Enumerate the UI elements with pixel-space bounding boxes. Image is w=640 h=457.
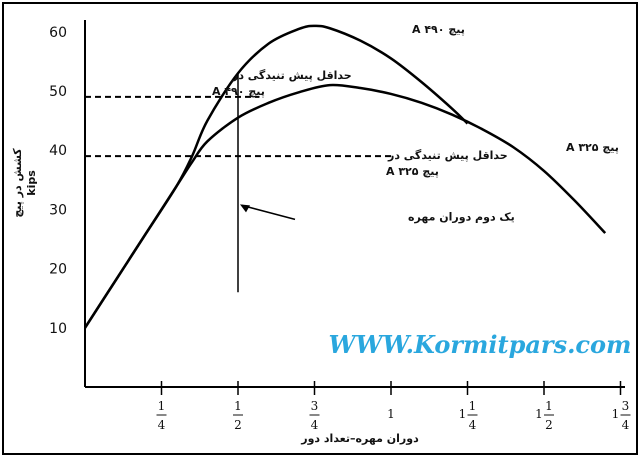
x-tick-numerator: 1 xyxy=(234,399,242,413)
x-tick-denominator: 4 xyxy=(158,418,166,432)
x-tick-numerator: 1 xyxy=(158,399,166,413)
y-tick-label: 50 xyxy=(49,84,67,100)
x-tick-whole: 1 xyxy=(612,407,620,421)
y-tick-label: 60 xyxy=(49,25,67,41)
y-axis-label-line2: kips xyxy=(25,170,38,196)
ref-label-a325-line1: حداقل پیش تنیدگی در xyxy=(387,149,508,162)
curve-a325 xyxy=(83,83,607,329)
curves xyxy=(83,24,607,329)
x-tick-whole: 1 xyxy=(535,407,543,421)
annotations: یک دوم دوران مهره پیچ A ۴۹۰ پیچ A ۳۲۵ حداقل… xyxy=(212,23,619,223)
x-tick-numerator: 3 xyxy=(311,399,319,413)
ref-label-a490-line2: پیچ A ۴۹۰ xyxy=(212,85,265,98)
x-axis-label: دوران مهره–تعداد دور xyxy=(300,432,419,445)
y-tick-label: 40 xyxy=(49,143,67,159)
x-tick-denominator: 2 xyxy=(545,418,553,432)
y-tick-label: 10 xyxy=(49,321,67,337)
y-tick-label: 30 xyxy=(49,202,67,218)
marker-arrowhead xyxy=(240,204,250,213)
x-tick-whole: 1 xyxy=(387,407,395,421)
y-tick-label: 20 xyxy=(49,262,67,278)
ref-label-a490-line1: حداقل پیش تنیدگی در xyxy=(231,69,352,82)
watermark: WWW.Kormitpars.com xyxy=(329,330,632,359)
ref-label-a325-line2: پیچ A ۳۲۵ xyxy=(386,165,439,178)
x-tick-denominator: 4 xyxy=(622,418,630,432)
x-tick-numerator: 1 xyxy=(545,399,553,413)
marker-arrow-shaft xyxy=(241,204,296,221)
y-axis-label: کشش در پیچkips xyxy=(11,148,38,218)
x-tick-denominator: 4 xyxy=(469,418,477,432)
x-tick-whole: 1 xyxy=(459,407,467,421)
series-label-a490: پیچ A ۴۹۰ xyxy=(412,23,465,36)
x-tick-numerator: 1 xyxy=(469,399,477,413)
series-label-a325: پیچ A ۳۲۵ xyxy=(566,141,619,154)
x-tick-denominator: 2 xyxy=(234,418,242,432)
x-tick-denominator: 4 xyxy=(311,418,319,432)
x-tick-numerator: 3 xyxy=(622,399,630,413)
marker-label: یک دوم دوران مهره xyxy=(408,210,515,223)
y-axis-label-line1: کشش در پیچ xyxy=(11,148,24,218)
